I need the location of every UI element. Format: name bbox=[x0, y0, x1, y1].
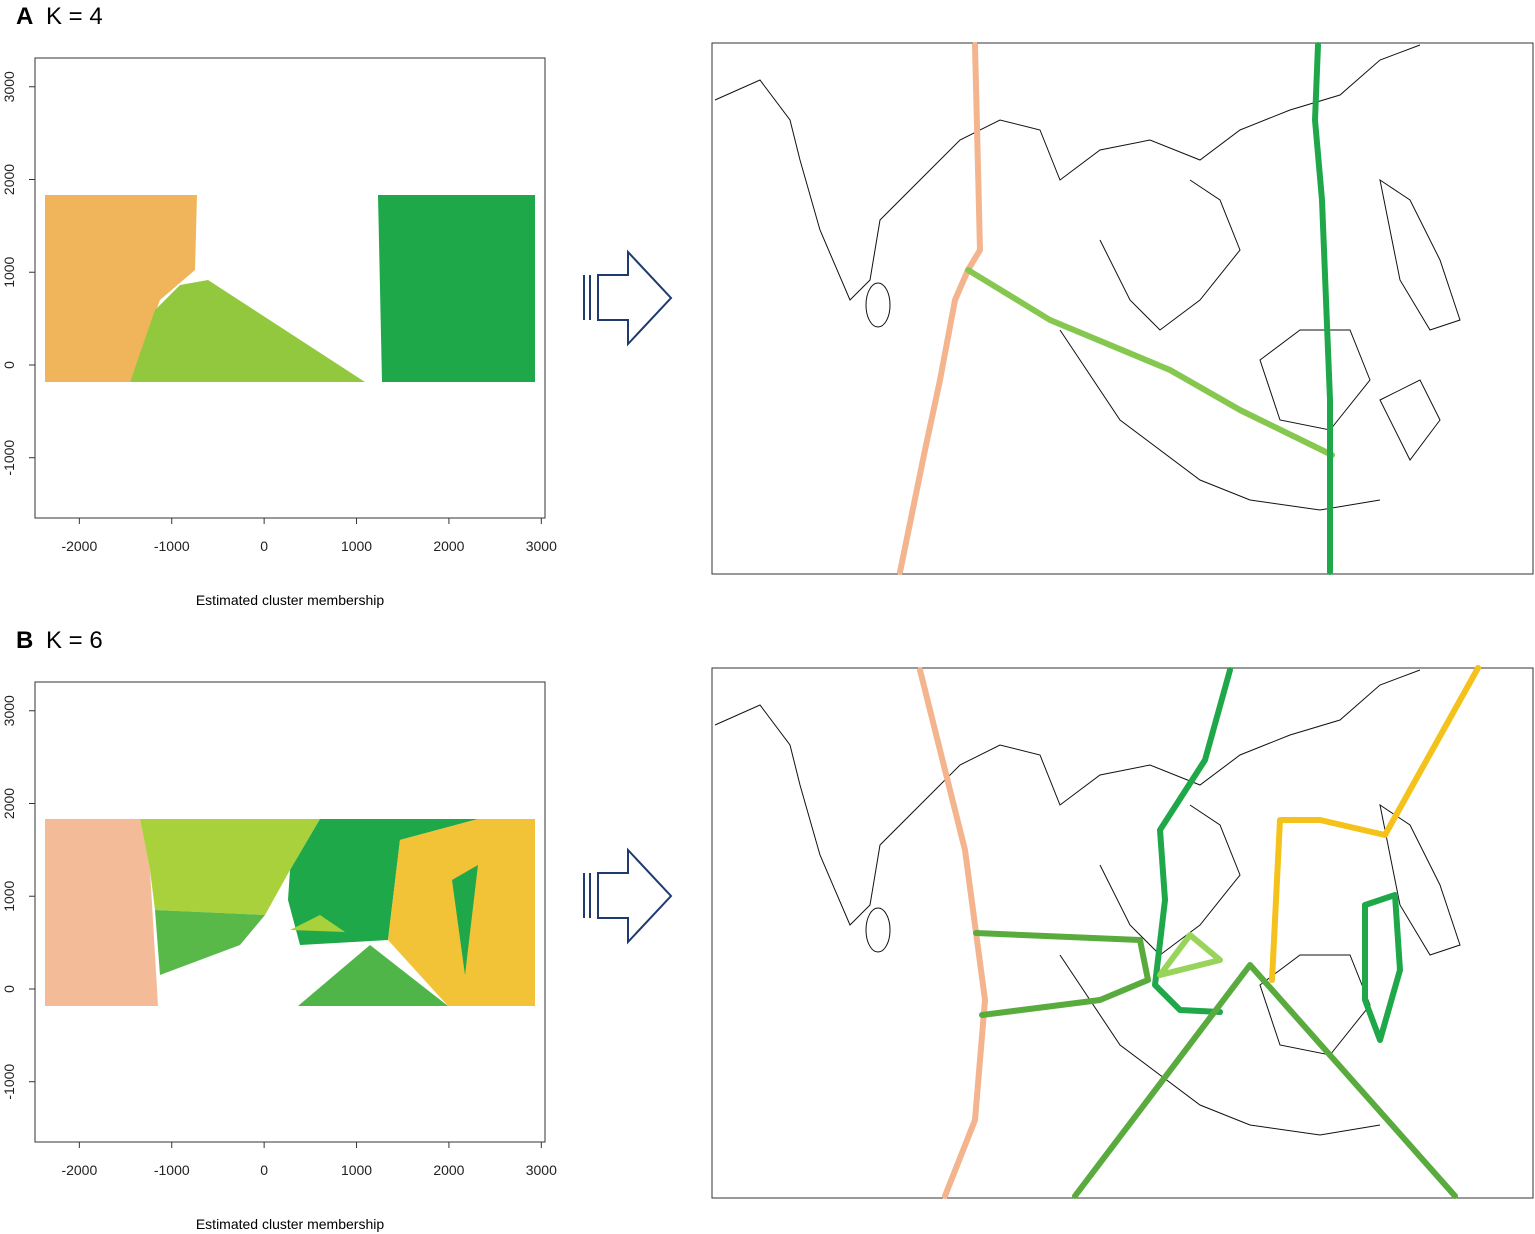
y-tick-label: 3000 bbox=[1, 71, 17, 102]
arrow bbox=[583, 249, 673, 945]
plot-frame bbox=[34, 57, 546, 519]
y-tick-label: 3000 bbox=[1, 695, 17, 726]
y-tick-label: 2000 bbox=[1, 788, 17, 819]
x-tick-label: -2000 bbox=[61, 538, 97, 554]
map-a bbox=[711, 42, 1534, 575]
panel-title: K = 4 bbox=[46, 3, 103, 30]
map-b bbox=[711, 665, 1534, 1199]
x-tick-label: -1000 bbox=[154, 1162, 190, 1178]
y-tick-label: 1000 bbox=[1, 256, 17, 287]
y-tick-label: 0 bbox=[1, 985, 17, 993]
x-axis-label: Estimated cluster membership bbox=[196, 1216, 385, 1232]
y-tick-label: 0 bbox=[1, 361, 17, 369]
y-tick-label: -1000 bbox=[1, 1064, 17, 1100]
x-tick-label: 3000 bbox=[526, 538, 557, 554]
x-tick-label: 1000 bbox=[341, 1162, 372, 1178]
x-tick-label: 3000 bbox=[526, 1162, 557, 1178]
x-tick-label: -1000 bbox=[154, 538, 190, 554]
y-tick-label: 2000 bbox=[1, 164, 17, 195]
x-tick-label: 1000 bbox=[341, 538, 372, 554]
panel-label: A bbox=[16, 3, 33, 30]
x-tick-label: -2000 bbox=[61, 1162, 97, 1178]
cluster-regions-a bbox=[45, 195, 535, 382]
y-tick-label: -1000 bbox=[1, 440, 17, 476]
plot-frame bbox=[34, 681, 546, 1143]
x-tick-label: 0 bbox=[260, 538, 268, 554]
x-axis-label: Estimated cluster membership bbox=[196, 592, 385, 608]
x-tick-label: 2000 bbox=[433, 1162, 464, 1178]
panel-title: K = 6 bbox=[46, 627, 103, 654]
x-tick-label: 0 bbox=[260, 1162, 268, 1178]
cluster-regions-b bbox=[45, 819, 535, 1006]
x-tick-label: 2000 bbox=[433, 538, 464, 554]
panel-label: B bbox=[16, 627, 33, 654]
y-tick-label: 1000 bbox=[1, 880, 17, 911]
